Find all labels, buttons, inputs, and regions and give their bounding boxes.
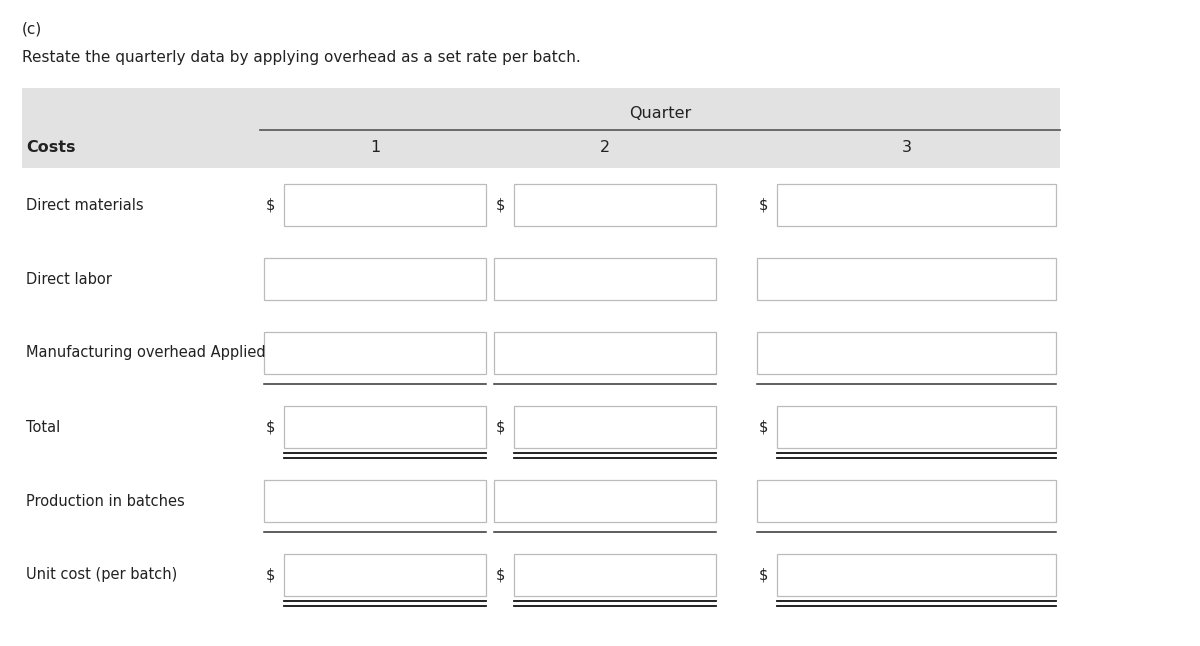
- Text: Direct labor: Direct labor: [26, 271, 112, 286]
- Bar: [284, 406, 486, 448]
- Bar: [757, 332, 1056, 374]
- Text: $: $: [496, 198, 505, 213]
- Bar: [284, 184, 486, 226]
- Bar: [494, 258, 716, 300]
- Text: 2: 2: [600, 140, 610, 156]
- Bar: [514, 554, 716, 596]
- Bar: [778, 406, 1056, 448]
- Bar: [494, 332, 716, 374]
- Text: $: $: [760, 419, 768, 435]
- Text: Quarter: Quarter: [629, 106, 691, 121]
- Text: 3: 3: [901, 140, 912, 156]
- Bar: [514, 184, 716, 226]
- Bar: [264, 332, 486, 374]
- Text: Costs: Costs: [26, 140, 76, 156]
- Text: Unit cost (per batch): Unit cost (per batch): [26, 567, 178, 583]
- Bar: [264, 258, 486, 300]
- Text: $: $: [496, 419, 505, 435]
- Text: $: $: [266, 198, 275, 213]
- Bar: [22, 88, 1060, 168]
- Bar: [264, 480, 486, 522]
- Text: Direct materials: Direct materials: [26, 198, 144, 213]
- Text: $: $: [266, 419, 275, 435]
- Bar: [494, 480, 716, 522]
- Text: (c): (c): [22, 22, 42, 37]
- Bar: [757, 480, 1056, 522]
- Text: $: $: [760, 198, 768, 213]
- Text: $: $: [760, 567, 768, 583]
- Bar: [778, 184, 1056, 226]
- Bar: [757, 258, 1056, 300]
- Bar: [778, 554, 1056, 596]
- Text: $: $: [266, 567, 275, 583]
- Text: 1: 1: [370, 140, 380, 156]
- Text: $: $: [496, 567, 505, 583]
- Text: Restate the quarterly data by applying overhead as a set rate per batch.: Restate the quarterly data by applying o…: [22, 50, 581, 65]
- Text: Total: Total: [26, 419, 60, 435]
- Text: Production in batches: Production in batches: [26, 494, 185, 508]
- Text: Manufacturing overhead Applied: Manufacturing overhead Applied: [26, 346, 265, 360]
- Bar: [284, 554, 486, 596]
- Bar: [514, 406, 716, 448]
